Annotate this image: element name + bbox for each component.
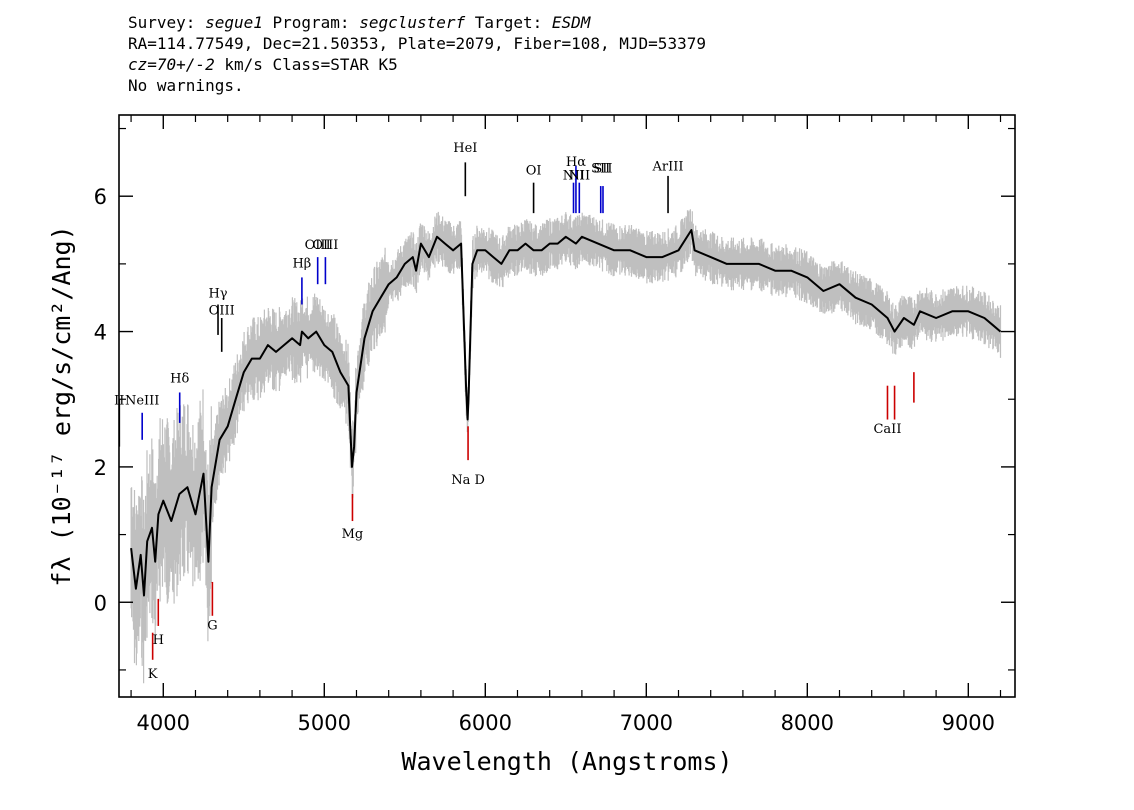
spectral-line-label: ArIII bbox=[652, 159, 684, 174]
spectral-line-label: HeI bbox=[453, 141, 477, 156]
header-line-coordinates: RA=114.77549, Dec=21.50353, Plate=2079, … bbox=[128, 34, 706, 53]
redshift-value: cz=70+/-2 bbox=[128, 55, 215, 74]
plot-frame bbox=[118, 114, 1016, 698]
spectral-line-label: H bbox=[153, 633, 164, 648]
plot-header: Survey: segue1 Program: segclusterf Targ… bbox=[128, 12, 706, 96]
class-text: km/s Class=STAR K5 bbox=[214, 55, 398, 74]
spectral-line-label: Mg bbox=[342, 527, 364, 542]
x-tick-label: 9000 bbox=[942, 711, 995, 735]
spectral-line-label: K bbox=[148, 667, 158, 682]
spectral-line-label: Hδ bbox=[170, 371, 189, 386]
x-tick-label: 8000 bbox=[781, 711, 834, 735]
program-value: segclusterf bbox=[359, 13, 466, 32]
y-tick-label: 2 bbox=[94, 456, 107, 480]
flux-line bbox=[130, 229, 1002, 597]
flux-layer bbox=[130, 229, 1002, 597]
survey-label: Survey: bbox=[128, 13, 206, 32]
spectral-line-label: OIII bbox=[209, 304, 235, 319]
program-label: Program: bbox=[262, 13, 360, 32]
axes-layer: 4000 5000 6000 7000 8000 9000 0 2 4 6 bbox=[94, 114, 1016, 735]
spectral-line-label: OIII bbox=[312, 238, 338, 253]
spectral-line-label: Hβ bbox=[292, 256, 311, 271]
x-tick-label: 5000 bbox=[298, 711, 351, 735]
target-value: ESDM bbox=[551, 13, 591, 32]
x-tick-label: 6000 bbox=[459, 711, 512, 735]
spectral-line-label: SII bbox=[593, 162, 612, 177]
spectral-line-label: Na D bbox=[451, 473, 485, 488]
spectral-line-label: Hγ bbox=[208, 287, 227, 302]
spectral-line-label: SII bbox=[591, 162, 610, 177]
header-line-warnings: No warnings. bbox=[128, 76, 244, 95]
y-tick-label: 0 bbox=[94, 591, 107, 615]
x-axis-title: Wavelength (Angstroms) bbox=[401, 747, 732, 776]
error-band-layer bbox=[130, 209, 1002, 684]
spectral-line-label: OIII bbox=[305, 238, 331, 253]
target-label: Target: bbox=[465, 13, 552, 32]
x-tick-label: 7000 bbox=[620, 711, 673, 735]
header-line-redshift: cz=70+/-2 km/s Class=STAR K5 bbox=[128, 54, 706, 75]
spectral-line-label: CaII bbox=[873, 422, 901, 437]
survey-value: segue1 bbox=[205, 13, 263, 32]
spectral-line-label: G bbox=[207, 618, 217, 633]
header-line-survey: Survey: segue1 Program: segclusterf Targ… bbox=[128, 12, 706, 33]
x-tick-label: 4000 bbox=[137, 711, 190, 735]
spectral-line-label: NII bbox=[563, 168, 585, 183]
spectral-line-label: OI bbox=[526, 164, 542, 179]
spectral-line-label: NII bbox=[568, 168, 590, 183]
y-tick-label: 4 bbox=[94, 321, 107, 345]
y-tick-label: 6 bbox=[94, 185, 107, 209]
spectral-line-label: Hα bbox=[566, 155, 586, 170]
error-band bbox=[130, 209, 1002, 684]
spectral-line-label: NeIII bbox=[125, 394, 159, 409]
y-axis-title: fλ (10⁻¹⁷ erg/s/cm²/Ang) bbox=[47, 225, 76, 586]
